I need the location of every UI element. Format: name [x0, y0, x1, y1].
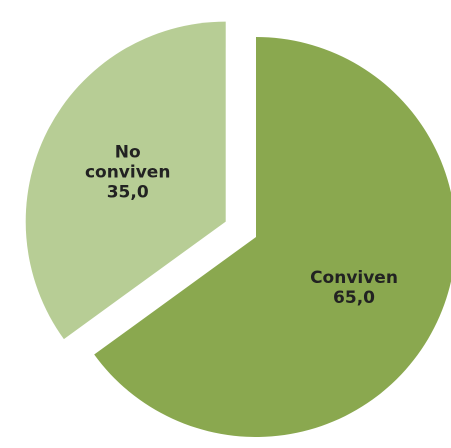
pie-labels: Conviven 65,0 No conviven 35,0: [85, 143, 398, 308]
pie-slice-label: Conviven 65,0: [310, 268, 398, 308]
pie-slice-conviven: [94, 37, 451, 437]
pie-slices: [25, 21, 451, 437]
slice-value-label: 35,0: [107, 183, 149, 203]
pie-slice-no-conviven: [25, 21, 226, 340]
slice-name-label: conviven: [85, 163, 170, 183]
slice-name-label: No: [115, 143, 141, 163]
pie-slice-label: No conviven 35,0: [85, 143, 170, 203]
slice-value-label: 65,0: [333, 288, 375, 308]
slice-name-label: Conviven: [310, 268, 398, 288]
